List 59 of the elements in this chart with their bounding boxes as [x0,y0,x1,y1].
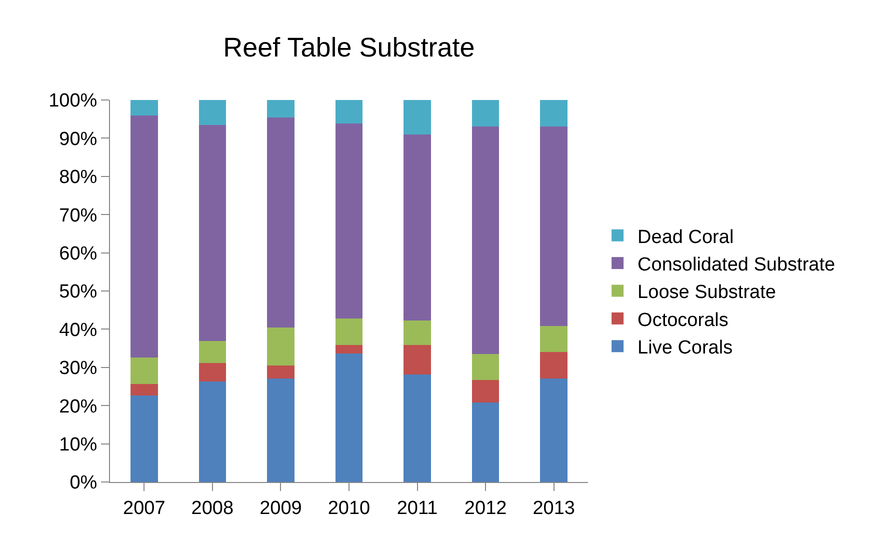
bar [404,134,431,320]
bar [472,354,500,380]
legend-label: Live Corals [638,338,733,359]
bar [335,344,363,354]
bar [130,116,158,358]
bar [540,100,568,127]
legend-label: Dead Coral [638,226,734,248]
y-tick-label: 90% [59,128,98,150]
x-tick-label: 2011 [396,498,438,519]
bar [335,123,363,318]
y-tick-label: 10% [59,434,98,456]
y-tick-label: 40% [59,320,98,341]
y-tick-label: 60% [59,243,98,264]
legend-label: Consolidated Substrate [638,254,836,276]
y-tick-label: 50% [59,282,98,303]
legend-label: Octocorals [638,310,728,331]
bar [404,344,431,375]
y-tick-label: 70% [59,205,98,226]
bar [472,380,500,403]
y-tick-label: 30% [59,358,98,380]
y-tick-label: 20% [59,396,98,418]
bar [130,100,158,116]
bar [335,100,363,124]
bar [267,100,294,118]
bar [267,378,294,482]
bar [540,326,568,352]
bar [267,365,294,378]
y-tick-label: 0% [70,472,98,494]
bar [335,354,363,482]
chart-title: Reef Table Substrate [223,32,475,62]
bar [540,378,568,482]
bar [130,395,158,482]
bar [472,402,500,482]
bar [335,318,363,345]
x-tick-label: 2012 [464,498,507,519]
bar [472,126,500,354]
bar [130,357,158,384]
bar [404,320,431,345]
bar [198,341,226,364]
bar [198,125,226,342]
bar [540,352,568,378]
x-tick-label: 2008 [191,498,234,519]
bar [472,100,500,127]
bar [198,100,226,126]
x-tick-label: 2009 [260,498,302,519]
y-tick-label: 100% [48,90,98,112]
bar [404,374,431,482]
bar [267,327,294,366]
x-tick-label: 2013 [532,498,575,519]
x-tick-label: 2010 [328,498,370,519]
bar [267,118,294,328]
bar [540,126,568,326]
bar [404,100,431,134]
bar [198,363,226,382]
y-tick-label: 80% [59,167,98,188]
bar [130,384,158,396]
bar [198,382,226,482]
x-tick-label: 2007 [123,498,166,519]
legend-label: Loose Substrate [638,282,776,304]
